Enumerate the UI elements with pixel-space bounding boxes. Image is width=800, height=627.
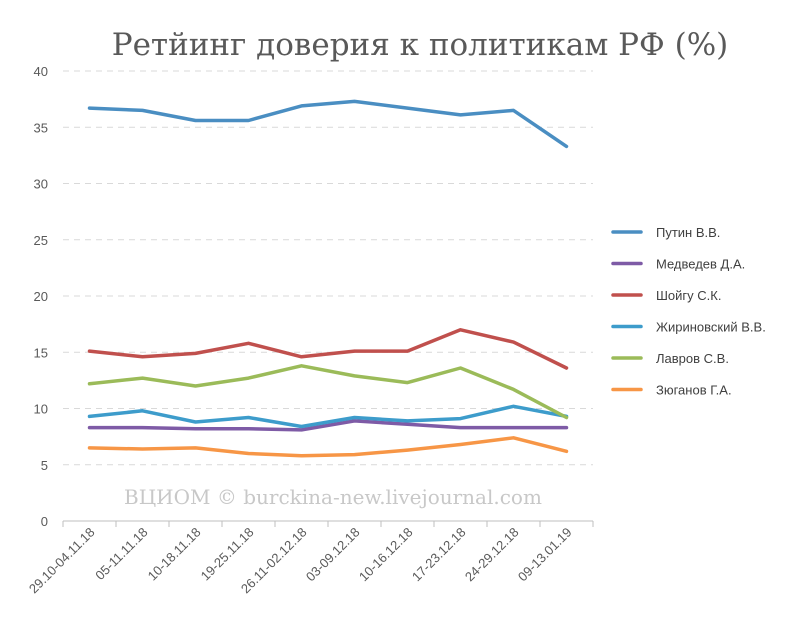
legend-label: Путин В.В. [656,225,720,240]
legend-label: Зюганов Г.А. [656,383,732,398]
y-tick-label: 20 [34,289,48,304]
series-line [87,404,569,429]
legend-label: Шойгу С.К. [656,288,721,303]
y-tick-label: 35 [34,120,48,135]
series-lines [87,99,569,458]
x-tick-label: 03-09.12.18 [303,525,363,585]
y-tick-label: 30 [34,177,48,192]
gridlines [63,70,593,522]
x-tick-label: 24-29.12.18 [462,525,522,585]
series-line [87,419,569,432]
y-tick-label: 0 [41,514,48,529]
x-tick-label: 10-16.12.18 [356,525,416,585]
legend-label: Жириновский В.В. [656,320,766,335]
x-tick-label: 29.10-04.11.18 [26,525,98,597]
series-line [87,99,569,149]
y-tick-label: 25 [34,233,48,248]
x-axis-ticks: 29.10-04.11.1805-11.11.1810-18.11.1819-2… [26,521,594,597]
y-tick-label: 10 [34,402,48,417]
legend-label: Медведев Д.А. [656,257,745,272]
x-tick-label: 09-13.01.19 [515,525,575,585]
series-line [87,328,569,370]
chart-title: Ретйинг доверия к политикам РФ (%) [112,27,729,63]
x-tick-label: 10-18.11.18 [145,525,204,584]
legend: Путин В.В. Медведев Д.А. Шойгу С.К. Жиринов… [611,225,766,398]
y-tick-label: 5 [41,458,48,473]
series-line [87,436,569,458]
legend-label: Лавров С.В. [656,351,729,366]
y-tick-label: 40 [34,64,48,79]
watermark: ВЦИОМ © burckina-new.livejournal.com [124,485,542,509]
y-tick-label: 15 [34,345,48,360]
x-tick-label: 05-11.11.18 [92,525,150,583]
x-tick-label: 17-23.12.18 [409,525,469,585]
series-line [87,364,569,420]
y-axis-ticks: 0 5 10 15 20 25 30 35 40 [34,64,48,529]
